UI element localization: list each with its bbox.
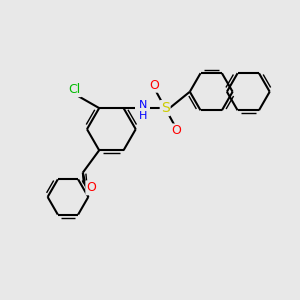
- Text: N
H: N H: [139, 100, 147, 121]
- Text: O: O: [172, 124, 182, 137]
- Text: O: O: [86, 181, 96, 194]
- Text: O: O: [149, 79, 159, 92]
- Text: Cl: Cl: [69, 83, 81, 96]
- Text: S: S: [161, 101, 170, 115]
